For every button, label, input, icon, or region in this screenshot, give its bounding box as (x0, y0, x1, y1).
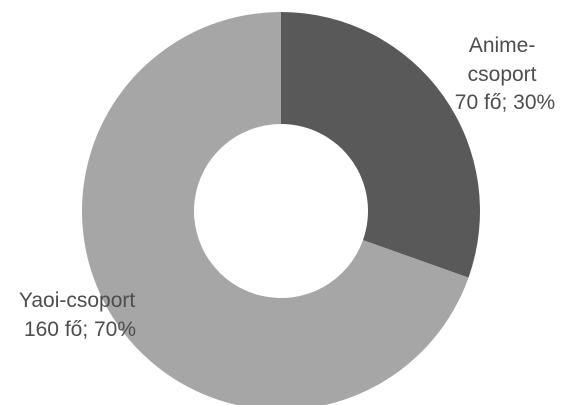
slice-yaoi-csoport (82, 12, 469, 405)
label-anime-csoport: Anime- csoport 70 fő; 30% (455, 34, 555, 114)
slice-anime-csoport (281, 12, 481, 278)
label-anime-line-3: 70 fő; 30% (455, 91, 555, 114)
label-yaoi-csoport: Yaoi-csoport 160 fő; 70% (19, 289, 141, 341)
label-anime-line-2: csoport (468, 63, 537, 86)
label-anime-line-1: Anime- (469, 34, 536, 57)
slice-labels: Anime- csoport 70 fő; 30% Yaoi-csoport 1… (19, 34, 555, 341)
label-yaoi-line-1: Yaoi-csoport (19, 289, 135, 312)
donut-slices (82, 12, 481, 405)
label-yaoi-line-2: 160 fő; 70% (24, 318, 136, 341)
